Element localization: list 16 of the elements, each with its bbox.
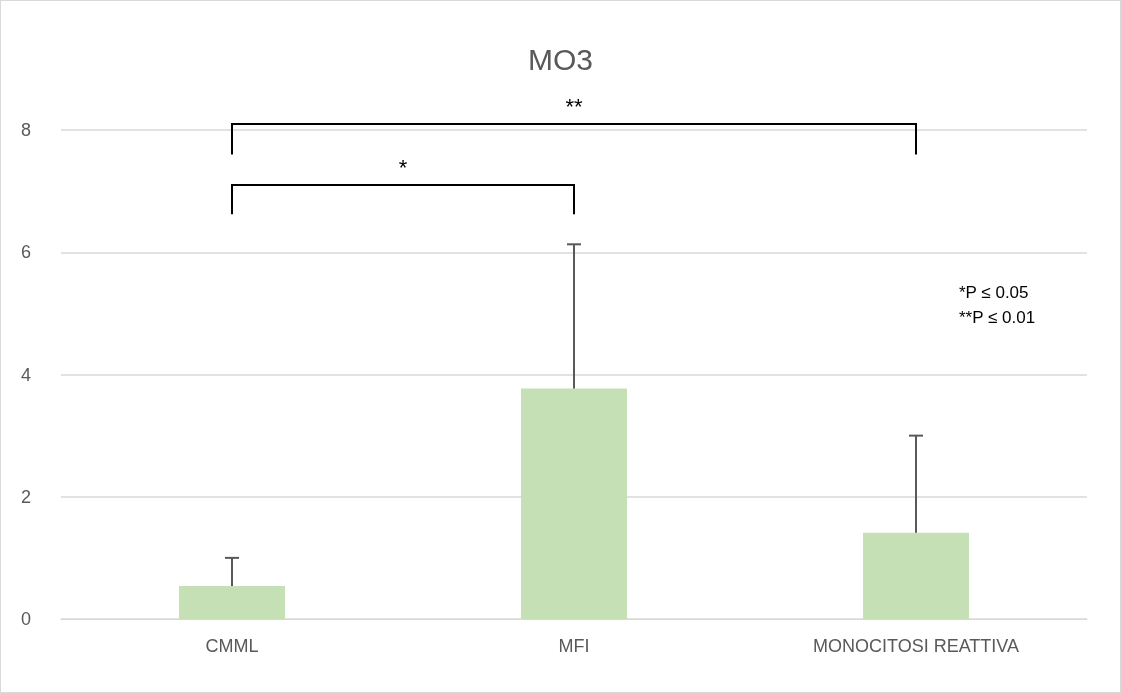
chart-title: MO3 bbox=[527, 42, 594, 76]
bar bbox=[520, 388, 628, 619]
bar bbox=[178, 585, 286, 619]
annotation: **P ≤ 0.01 bbox=[959, 308, 1036, 327]
y-tick-label: 8 bbox=[20, 120, 31, 140]
y-tick-label: 2 bbox=[20, 486, 31, 507]
y-tick-label: 0 bbox=[20, 609, 31, 629]
y-tick-label: 6 bbox=[20, 242, 31, 263]
text: ** bbox=[565, 93, 583, 119]
y-tick-label: 4 bbox=[20, 364, 31, 385]
annotation: * bbox=[398, 155, 408, 181]
x-tick-label: MFI bbox=[558, 636, 590, 656]
bar bbox=[862, 532, 970, 619]
annotation: *P ≤ 0.05 bbox=[959, 283, 1029, 302]
x-tick-label: CMML bbox=[205, 636, 259, 656]
x-tick-label: MONOCITOSI REATTIVA bbox=[812, 636, 1020, 656]
